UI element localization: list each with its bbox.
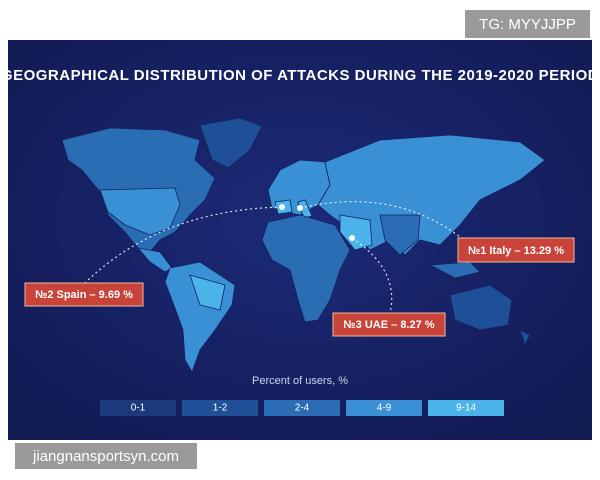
watermark: TG: MYYJJPP: [465, 10, 590, 38]
arcs: [84, 201, 471, 314]
watermark: jiangnansportsyn.com: [15, 443, 197, 469]
legend-label: 0-1: [131, 403, 146, 414]
legend-swatch: [428, 400, 504, 416]
legend-swatch: [346, 400, 422, 416]
title: GEOGRAPHICAL DISTRIBUTION OF ATTACKS DUR…: [1, 67, 599, 84]
callout-box: [24, 282, 144, 307]
legend: 0-1 1-2 2-4 4-9 9-14: [100, 400, 504, 416]
marker: [279, 204, 285, 210]
legend-label: 4-9: [377, 403, 392, 414]
callout-box: [457, 237, 575, 263]
marker: [297, 205, 303, 211]
callout: №1 Italy – 13.29 %: [468, 245, 564, 257]
world-map: [61, 117, 546, 373]
marker: [349, 235, 355, 241]
legend-label: 2-4: [295, 403, 310, 414]
callouts: №1 Italy – 13.29 % №2 Spain – 9.69 % №3 …: [24, 237, 575, 337]
legend-label: 9-14: [456, 403, 476, 414]
callout: №3 UAE – 8.27 %: [343, 319, 434, 331]
legend-label: 1-2: [213, 403, 228, 414]
legend-title: Percent of users, %: [252, 375, 348, 387]
legend-swatch: [100, 400, 176, 416]
legend-swatch: [182, 400, 258, 416]
callout-box: [332, 312, 446, 337]
legend-swatch: [264, 400, 340, 416]
callout: №2 Spain – 9.69 %: [35, 289, 133, 301]
